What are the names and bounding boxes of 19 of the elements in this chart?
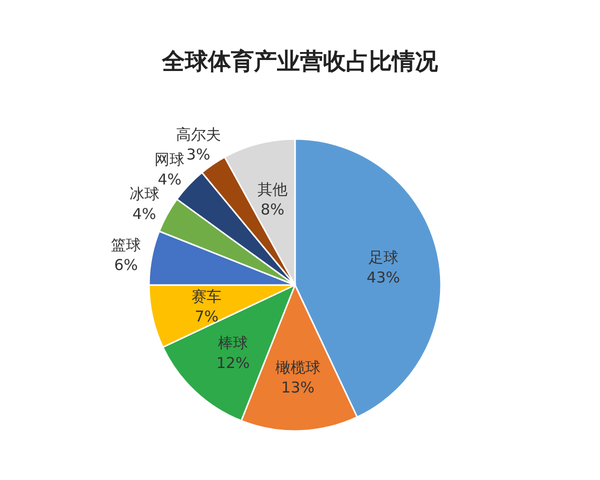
slice-label: 橄榄球 [275,358,320,376]
slice-label: 赛车 [192,288,222,306]
slice-label: 篮球 [111,236,142,254]
data-label: 6% [114,256,138,274]
slice-label: 网球 [154,150,185,168]
data-label: 7% [194,308,219,326]
slice-label: 其他 [257,180,288,198]
data-label: 12% [216,354,250,372]
data-label: 13% [281,378,315,396]
slice-label: 棒球 [218,334,248,352]
slice-label: 高尔夫 [176,126,221,144]
data-label: 4% [132,205,156,224]
slice-label: 冰球 [129,185,160,204]
data-label: 4% [158,170,182,188]
chart-title: 全球体育产业营收占比情况 [160,48,439,77]
data-label: 43% [366,268,400,286]
slice-label: 足球 [368,248,398,266]
data-label: 8% [260,200,284,218]
data-label: 3% [186,146,210,164]
